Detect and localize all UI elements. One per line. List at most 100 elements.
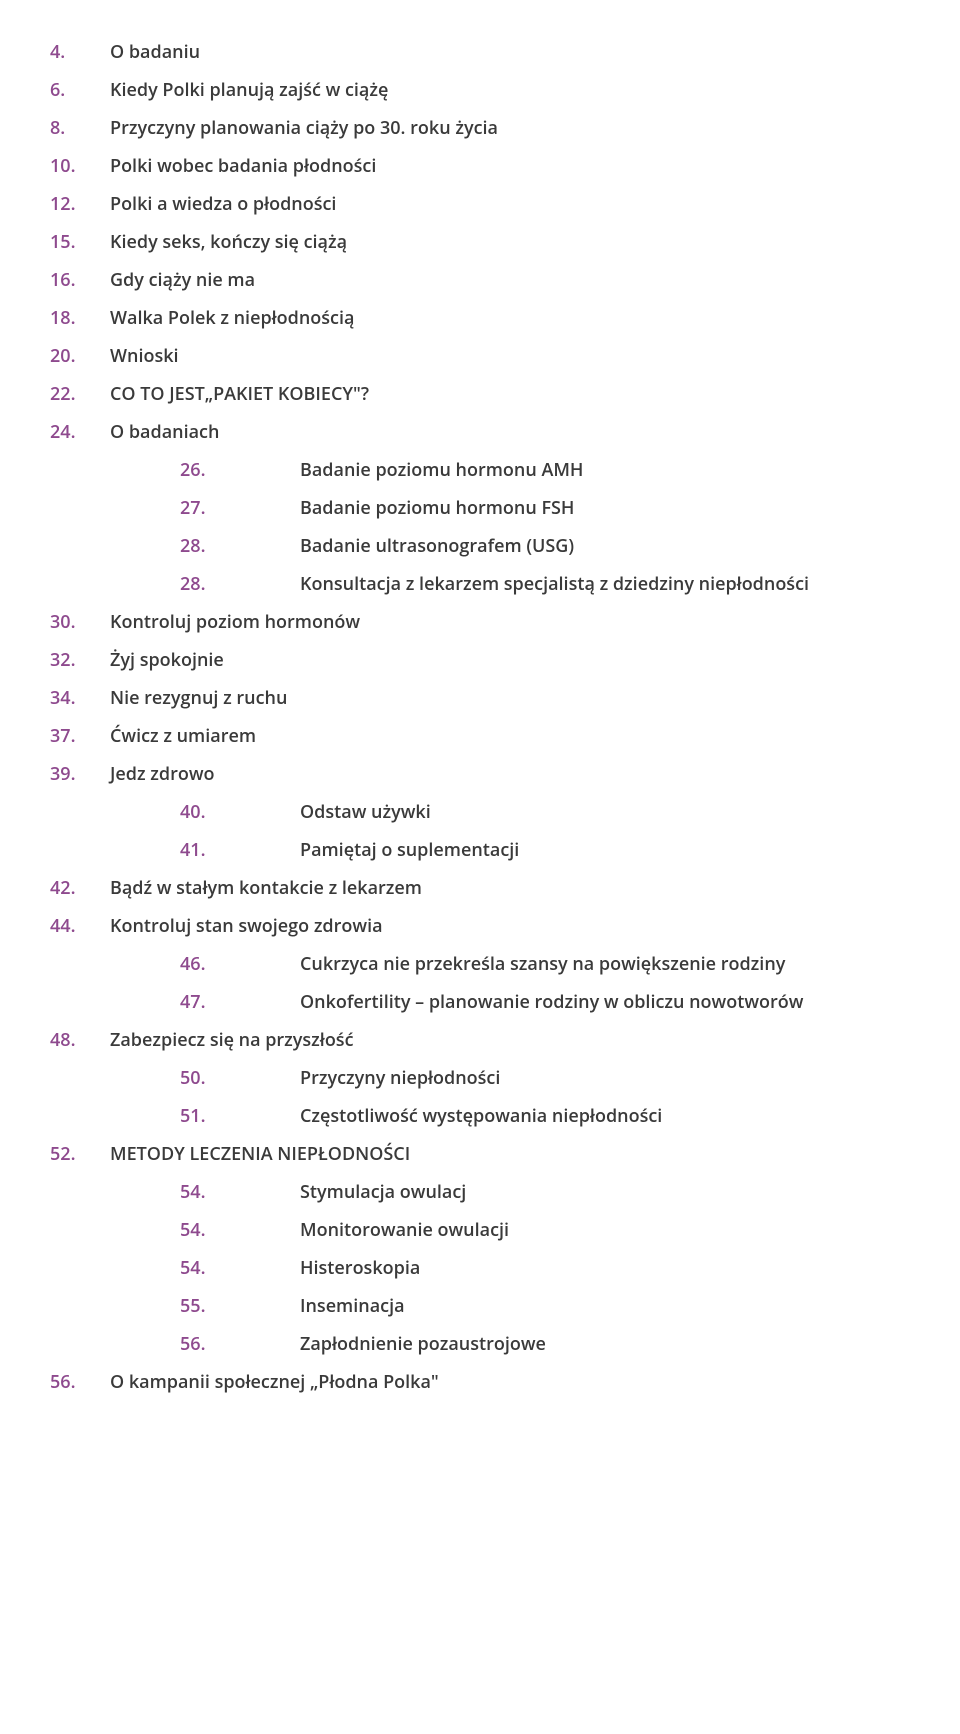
toc-item: 56.O kampanii społecznej „Płodna Polka" bbox=[50, 1370, 910, 1394]
toc-text: Histeroskopia bbox=[300, 1256, 420, 1280]
toc-item: 28.Badanie ultrasonografem (USG) bbox=[50, 534, 910, 558]
toc-number: 32. bbox=[50, 648, 110, 672]
toc-text: O badaniu bbox=[110, 40, 200, 64]
toc-text: Częstotliwość występowania niepłodności bbox=[300, 1104, 662, 1128]
toc-number: 54. bbox=[180, 1256, 300, 1280]
toc-text: Kiedy Polki planują zajść w ciążę bbox=[110, 78, 388, 102]
toc-number: 20. bbox=[50, 344, 110, 368]
table-of-contents: 4.O badaniu6.Kiedy Polki planują zajść w… bbox=[50, 40, 910, 1394]
toc-text: Bądź w stałym kontakcie z lekarzem bbox=[110, 876, 422, 900]
toc-item: 4.O badaniu bbox=[50, 40, 910, 64]
toc-number: 4. bbox=[50, 40, 110, 64]
toc-number: 46. bbox=[180, 952, 300, 976]
toc-text: Kiedy seks, kończy się ciążą bbox=[110, 230, 347, 254]
toc-item: 54.Histeroskopia bbox=[50, 1256, 910, 1280]
toc-text: Kontroluj stan swojego zdrowia bbox=[110, 914, 383, 938]
toc-text: Przyczyny niepłodności bbox=[300, 1066, 500, 1090]
toc-text: Wnioski bbox=[110, 344, 179, 368]
toc-text: Zapłodnienie pozaustrojowe bbox=[300, 1332, 546, 1356]
toc-number: 26. bbox=[180, 458, 300, 482]
toc-item: 54.Monitorowanie owulacji bbox=[50, 1218, 910, 1242]
toc-item: 12.Polki a wiedza o płodności bbox=[50, 192, 910, 216]
toc-number: 56. bbox=[180, 1332, 300, 1356]
toc-text: Badanie ultrasonografem (USG) bbox=[300, 534, 574, 558]
toc-item: 55.Inseminacja bbox=[50, 1294, 910, 1318]
toc-item: 37.Ćwicz z umiarem bbox=[50, 724, 910, 748]
toc-item: 39.Jedz zdrowo bbox=[50, 762, 910, 786]
toc-text: Konsultacja z lekarzem specjalistą z dzi… bbox=[300, 572, 809, 596]
toc-item: 26.Badanie poziomu hormonu AMH bbox=[50, 458, 910, 482]
toc-text: Jedz zdrowo bbox=[110, 762, 215, 786]
toc-number: 28. bbox=[180, 534, 300, 558]
toc-number: 48. bbox=[50, 1028, 110, 1052]
toc-text: O kampanii społecznej „Płodna Polka" bbox=[110, 1370, 439, 1394]
toc-text: Ćwicz z umiarem bbox=[110, 724, 256, 748]
toc-text: Inseminacja bbox=[300, 1294, 405, 1318]
toc-item: 28.Konsultacja z lekarzem specjalistą z … bbox=[50, 572, 910, 596]
toc-number: 22. bbox=[50, 382, 110, 406]
toc-number: 47. bbox=[180, 990, 300, 1014]
toc-number: 39. bbox=[50, 762, 110, 786]
toc-text: Pamiętaj o suplementacji bbox=[300, 838, 519, 862]
toc-item: 50.Przyczyny niepłodności bbox=[50, 1066, 910, 1090]
toc-number: 54. bbox=[180, 1180, 300, 1204]
toc-item: 40.Odstaw używki bbox=[50, 800, 910, 824]
toc-number: 24. bbox=[50, 420, 110, 444]
toc-text: Cukrzyca nie przekreśla szansy na powięk… bbox=[300, 952, 785, 976]
toc-text: Polki wobec badania płodności bbox=[110, 154, 376, 178]
toc-item: 15.Kiedy seks, kończy się ciążą bbox=[50, 230, 910, 254]
toc-number: 44. bbox=[50, 914, 110, 938]
toc-number: 27. bbox=[180, 496, 300, 520]
toc-number: 6. bbox=[50, 78, 110, 102]
toc-number: 51. bbox=[180, 1104, 300, 1128]
toc-number: 42. bbox=[50, 876, 110, 900]
toc-text: Badanie poziomu hormonu AMH bbox=[300, 458, 583, 482]
toc-item: 56.Zapłodnienie pozaustrojowe bbox=[50, 1332, 910, 1356]
toc-number: 30. bbox=[50, 610, 110, 634]
toc-number: 10. bbox=[50, 154, 110, 178]
toc-item: 16.Gdy ciąży nie ma bbox=[50, 268, 910, 292]
toc-item: 47.Onkofertility – planowanie rodziny w … bbox=[50, 990, 910, 1014]
toc-text: Żyj spokojnie bbox=[110, 648, 224, 672]
toc-number: 41. bbox=[180, 838, 300, 862]
toc-number: 34. bbox=[50, 686, 110, 710]
toc-number: 16. bbox=[50, 268, 110, 292]
toc-number: 18. bbox=[50, 306, 110, 330]
toc-text: Kontroluj poziom hormonów bbox=[110, 610, 360, 634]
toc-item: 20.Wnioski bbox=[50, 344, 910, 368]
toc-item: 51.Częstotliwość występowania niepłodnoś… bbox=[50, 1104, 910, 1128]
toc-item: 54.Stymulacja owulacj bbox=[50, 1180, 910, 1204]
toc-item: 8.Przyczyny planowania ciąży po 30. roku… bbox=[50, 116, 910, 140]
toc-text: Gdy ciąży nie ma bbox=[110, 268, 255, 292]
toc-number: 37. bbox=[50, 724, 110, 748]
toc-number: 15. bbox=[50, 230, 110, 254]
toc-text: Onkofertility – planowanie rodziny w obl… bbox=[300, 990, 803, 1014]
toc-text: O badaniach bbox=[110, 420, 219, 444]
toc-item: 22.CO TO JEST„PAKIET KOBIECY"? bbox=[50, 382, 910, 406]
toc-item: 48.Zabezpiecz się na przyszłość bbox=[50, 1028, 910, 1052]
toc-item: 18.Walka Polek z niepłodnością bbox=[50, 306, 910, 330]
toc-text: Przyczyny planowania ciąży po 30. roku ż… bbox=[110, 116, 498, 140]
toc-item: 34.Nie rezygnuj z ruchu bbox=[50, 686, 910, 710]
toc-number: 50. bbox=[180, 1066, 300, 1090]
toc-text: Stymulacja owulacj bbox=[300, 1180, 466, 1204]
toc-number: 56. bbox=[50, 1370, 110, 1394]
toc-item: 44.Kontroluj stan swojego zdrowia bbox=[50, 914, 910, 938]
toc-number: 40. bbox=[180, 800, 300, 824]
toc-number: 28. bbox=[180, 572, 300, 596]
toc-item: 42.Bądź w stałym kontakcie z lekarzem bbox=[50, 876, 910, 900]
toc-text: Polki a wiedza o płodności bbox=[110, 192, 336, 216]
toc-number: 8. bbox=[50, 116, 110, 140]
toc-text: Odstaw używki bbox=[300, 800, 431, 824]
toc-item: 32.Żyj spokojnie bbox=[50, 648, 910, 672]
toc-item: 41.Pamiętaj o suplementacji bbox=[50, 838, 910, 862]
toc-item: 24.O badaniach bbox=[50, 420, 910, 444]
toc-text: METODY LECZENIA NIEPŁODNOŚCI bbox=[110, 1142, 410, 1166]
toc-item: 30.Kontroluj poziom hormonów bbox=[50, 610, 910, 634]
toc-text: Walka Polek z niepłodnością bbox=[110, 306, 354, 330]
toc-text: CO TO JEST„PAKIET KOBIECY"? bbox=[110, 382, 369, 406]
toc-text: Badanie poziomu hormonu FSH bbox=[300, 496, 574, 520]
toc-text: Monitorowanie owulacji bbox=[300, 1218, 509, 1242]
toc-number: 12. bbox=[50, 192, 110, 216]
toc-item: 10.Polki wobec badania płodności bbox=[50, 154, 910, 178]
